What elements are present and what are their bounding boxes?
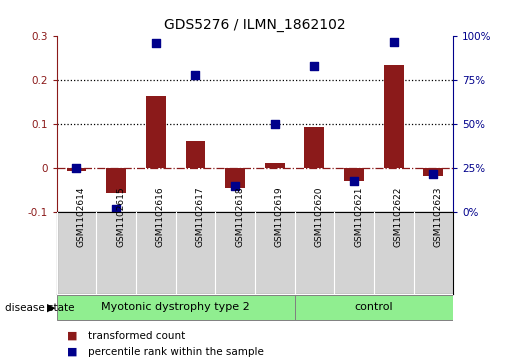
Text: disease state: disease state (5, 303, 75, 313)
Bar (423, 168, 443, 176)
Point (429, 171, 437, 176)
Point (112, 206, 120, 212)
Text: GSM1102616: GSM1102616 (156, 186, 165, 247)
Text: GSM1102619: GSM1102619 (275, 186, 284, 247)
Point (389, 39, 398, 45)
Text: ▶: ▶ (47, 303, 56, 313)
Bar (57, 295, 295, 320)
Bar (146, 96, 166, 168)
Text: GSM1102615: GSM1102615 (116, 186, 125, 247)
Text: Myotonic dystrophy type 2: Myotonic dystrophy type 2 (101, 302, 250, 312)
Text: GSM1102618: GSM1102618 (235, 186, 244, 247)
Text: GSM1102614: GSM1102614 (76, 186, 85, 247)
Text: percentile rank within the sample: percentile rank within the sample (88, 347, 264, 357)
Text: GSM1102622: GSM1102622 (393, 186, 403, 246)
Bar (304, 127, 324, 168)
Point (151, 40, 160, 46)
Bar (185, 140, 205, 168)
Bar (384, 65, 404, 168)
Point (271, 121, 279, 127)
Point (231, 183, 239, 189)
Text: GSM1102621: GSM1102621 (354, 186, 363, 247)
Point (310, 63, 318, 69)
Point (350, 178, 358, 184)
Bar (225, 168, 245, 188)
Bar (265, 163, 285, 168)
Bar (295, 295, 453, 320)
Bar (344, 168, 364, 181)
Bar (106, 168, 126, 192)
Title: GDS5276 / ILMN_1862102: GDS5276 / ILMN_1862102 (164, 19, 346, 33)
Text: ■: ■ (67, 331, 77, 341)
Text: ■: ■ (67, 347, 77, 357)
Text: transformed count: transformed count (88, 331, 185, 341)
Bar (66, 168, 87, 171)
Text: GSM1102617: GSM1102617 (195, 186, 204, 247)
Text: GSM1102623: GSM1102623 (433, 186, 442, 247)
Point (72, 166, 80, 171)
Text: control: control (354, 302, 393, 312)
Point (191, 72, 199, 78)
Text: GSM1102620: GSM1102620 (314, 186, 323, 247)
